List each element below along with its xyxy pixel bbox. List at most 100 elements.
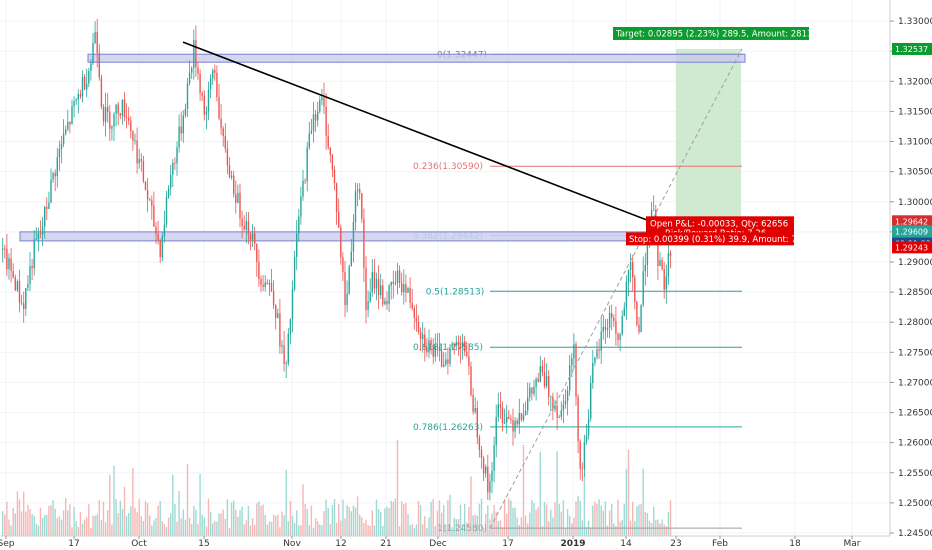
volume-bar (373, 525, 376, 536)
candle-body (478, 437, 481, 450)
candle-body (363, 218, 365, 268)
candle-body (413, 308, 415, 318)
candle-body (251, 233, 254, 240)
volume-bar (550, 509, 552, 536)
volume-bar (669, 499, 672, 536)
volume-bar (413, 527, 415, 536)
candle-body (264, 282, 266, 287)
volume-bar (50, 505, 52, 536)
volume-bar (524, 515, 527, 536)
volume-bar (459, 504, 462, 536)
candle-body (361, 193, 363, 219)
volume-bar (646, 512, 649, 536)
volume-bar (457, 519, 460, 536)
y-axis[interactable]: 1.330001.325001.320001.315001.310001.305… (889, 0, 932, 550)
volume-bar (172, 474, 174, 536)
volume-bar (466, 522, 468, 536)
volume-bar (243, 524, 245, 536)
candle-body (480, 449, 483, 458)
candle-body (304, 180, 306, 182)
trendline-line[interactable] (182, 41, 649, 222)
fib-label-5: 0.786(1.26263) (413, 423, 483, 433)
candle-body (405, 284, 407, 293)
candle-body (178, 126, 180, 148)
candle-body (203, 95, 205, 115)
volume-bar (270, 521, 273, 536)
volume-bar (25, 511, 27, 536)
candle-body (201, 93, 203, 96)
volume-bar (254, 524, 256, 536)
candle-body (394, 282, 397, 284)
candle-body (623, 307, 625, 317)
position-tool[interactable]: Target: 0.02895 (2.23%) 289.5, Amount: 2… (489, 26, 826, 529)
volume-bar (182, 509, 184, 536)
x-axis[interactable]: Sep 17 Oct 15 Nov 12 21 Dec 17 2019 14 23 Feb 18 Mar (0, 535, 932, 550)
volume-bar (398, 526, 401, 536)
candle-body (550, 396, 552, 398)
volume-bar (39, 507, 42, 536)
volume-bar (608, 510, 611, 536)
volume-bar (432, 498, 434, 536)
volume-bar (554, 502, 556, 536)
candle-body (233, 175, 235, 195)
candle-body (464, 341, 466, 352)
volume-bar (449, 494, 451, 536)
candle-body (369, 292, 371, 302)
volume-bar (86, 517, 88, 536)
candle-body (493, 445, 495, 471)
candle-body (627, 269, 630, 282)
volume-bar (527, 523, 529, 536)
candle-body (243, 226, 245, 230)
candle-body (535, 378, 537, 387)
candle-body (489, 481, 491, 493)
volume-bar (426, 527, 428, 536)
candle-body (474, 408, 476, 412)
candle-body (594, 357, 596, 363)
volume-bar (598, 499, 600, 536)
candle-body (317, 111, 319, 121)
volume-bar (220, 513, 222, 536)
volume-bar (228, 527, 231, 536)
candle-body (455, 341, 457, 346)
x-tick-label: 21 (380, 539, 391, 549)
y-tick-label: 1.25500 (898, 469, 932, 479)
resistance-zone-0[interactable] (87, 53, 746, 63)
candle-body (632, 262, 634, 278)
volume-bar (195, 509, 197, 536)
target-label-box[interactable] (613, 26, 809, 40)
candle-body (447, 359, 449, 364)
volume-bar (650, 522, 653, 536)
candle-body (33, 239, 35, 269)
candle-body (289, 319, 292, 334)
stop-price-tag-box[interactable] (892, 241, 932, 254)
candle-body (199, 73, 201, 94)
volume-bar (434, 525, 436, 536)
candle-body (4, 248, 6, 250)
trendline[interactable] (182, 41, 649, 222)
volume-bar (571, 523, 573, 536)
target-price-tag-box[interactable] (892, 42, 932, 55)
candle-body (613, 317, 615, 321)
volume-bar (501, 527, 504, 536)
candle-body (331, 154, 334, 170)
candle-body (342, 257, 344, 273)
volume-bar (119, 500, 121, 536)
mid-price-tag-box[interactable] (892, 225, 932, 238)
candle-body (430, 340, 432, 345)
volume-bar (233, 500, 235, 536)
volume-bar (310, 505, 313, 536)
candle-body (497, 404, 499, 418)
candle-body (277, 313, 279, 318)
volume-bar (188, 517, 191, 536)
candle-body (161, 236, 163, 258)
volume-bar (386, 506, 388, 536)
volume-bar (170, 513, 172, 536)
candle-body (18, 281, 21, 303)
candle-body (598, 349, 600, 351)
candle-body (451, 344, 453, 348)
stop-label-box[interactable] (626, 232, 794, 246)
candle-body (258, 261, 260, 279)
current-price-tag-box[interactable] (892, 215, 932, 228)
